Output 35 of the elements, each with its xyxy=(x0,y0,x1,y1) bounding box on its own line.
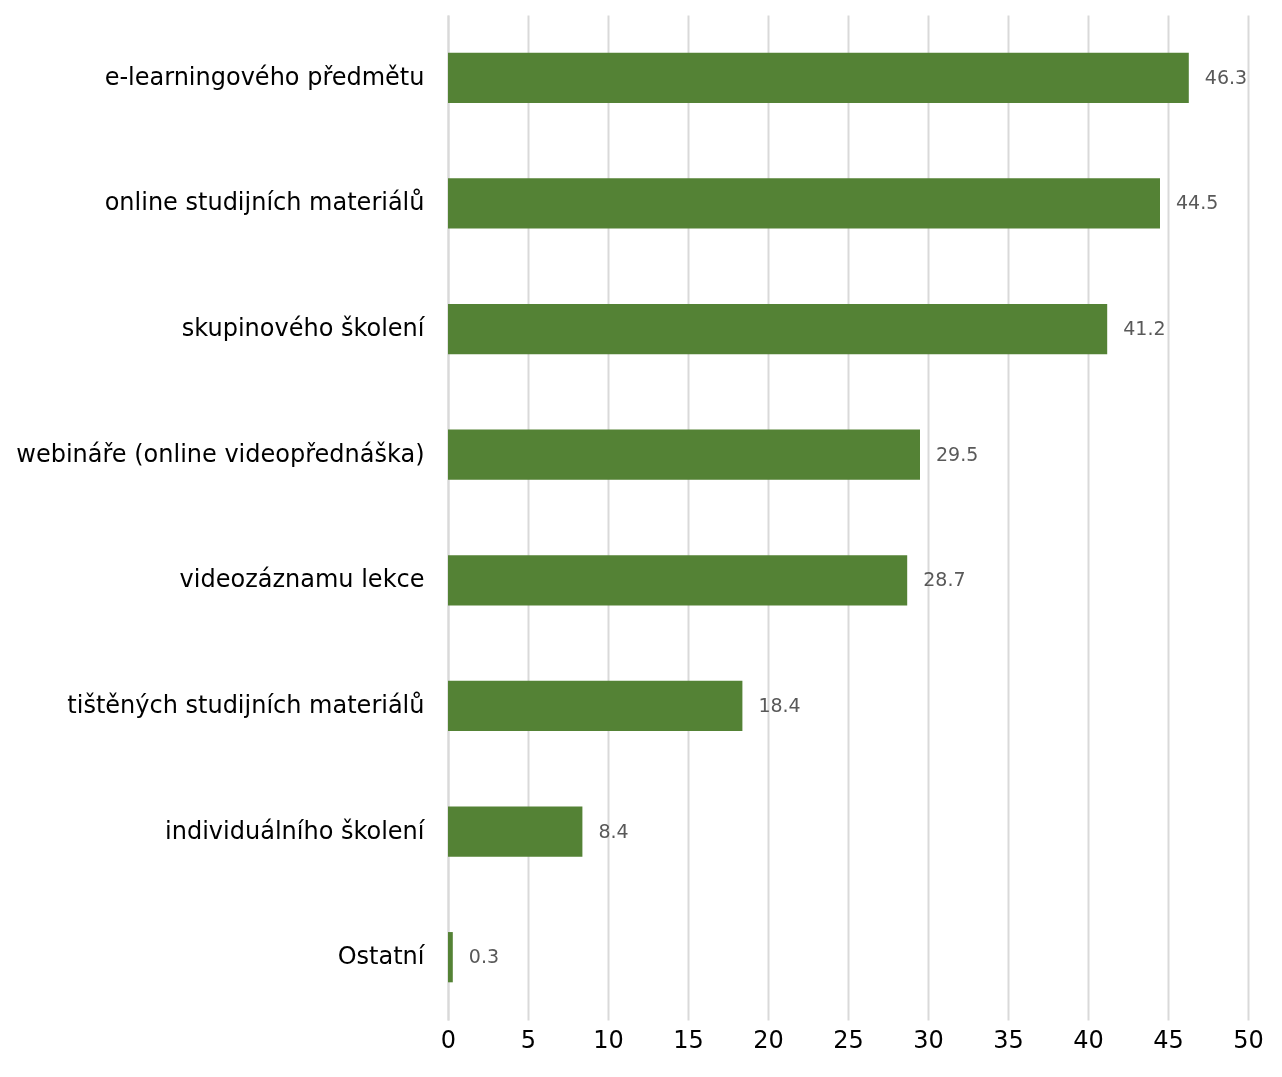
bar xyxy=(448,806,583,857)
x-tick-label: 25 xyxy=(833,1025,864,1054)
bar xyxy=(448,303,1108,355)
bar xyxy=(448,680,743,732)
data-label: 8.4 xyxy=(598,819,629,842)
x-tick-label: 50 xyxy=(1233,1025,1264,1054)
y-tick-label: videozáznamu lekce xyxy=(179,565,425,594)
bar xyxy=(448,52,1189,103)
x-tick-label: 30 xyxy=(913,1025,944,1054)
y-tick-label: webináře (online videopřednáška) xyxy=(16,439,425,468)
bar xyxy=(448,555,908,606)
y-tick-label: tištěných studijních materiálů xyxy=(67,690,425,719)
data-label: 0.3 xyxy=(468,945,500,968)
x-tick-label: 5 xyxy=(520,1025,537,1054)
data-label: 29.5 xyxy=(936,442,979,465)
data-label: 41.2 xyxy=(1123,317,1166,340)
data-label: 28.7 xyxy=(923,568,966,591)
y-tick-label: skupinového školení xyxy=(181,314,426,343)
x-tick-label: 15 xyxy=(673,1025,704,1054)
bar xyxy=(448,429,920,480)
x-tick-label: 0 xyxy=(440,1025,457,1054)
x-tick-label: 40 xyxy=(1073,1025,1104,1054)
data-label: 44.5 xyxy=(1176,191,1219,214)
x-tick-label: 35 xyxy=(993,1025,1024,1054)
data-label: 46.3 xyxy=(1204,65,1248,88)
x-tick-label: 45 xyxy=(1153,1025,1184,1054)
x-tick-label: 10 xyxy=(593,1025,624,1054)
y-tick-label: e-learningového předmětu xyxy=(104,62,425,91)
bar xyxy=(448,178,1160,229)
x-tick-label: 20 xyxy=(753,1025,784,1054)
y-tick-label: Ostatní xyxy=(337,942,426,971)
data-label: 18.4 xyxy=(758,693,801,716)
bar xyxy=(448,932,453,983)
y-tick-label: online studijních materiálů xyxy=(104,188,425,217)
y-tick-label: individuálního školení xyxy=(165,816,426,845)
